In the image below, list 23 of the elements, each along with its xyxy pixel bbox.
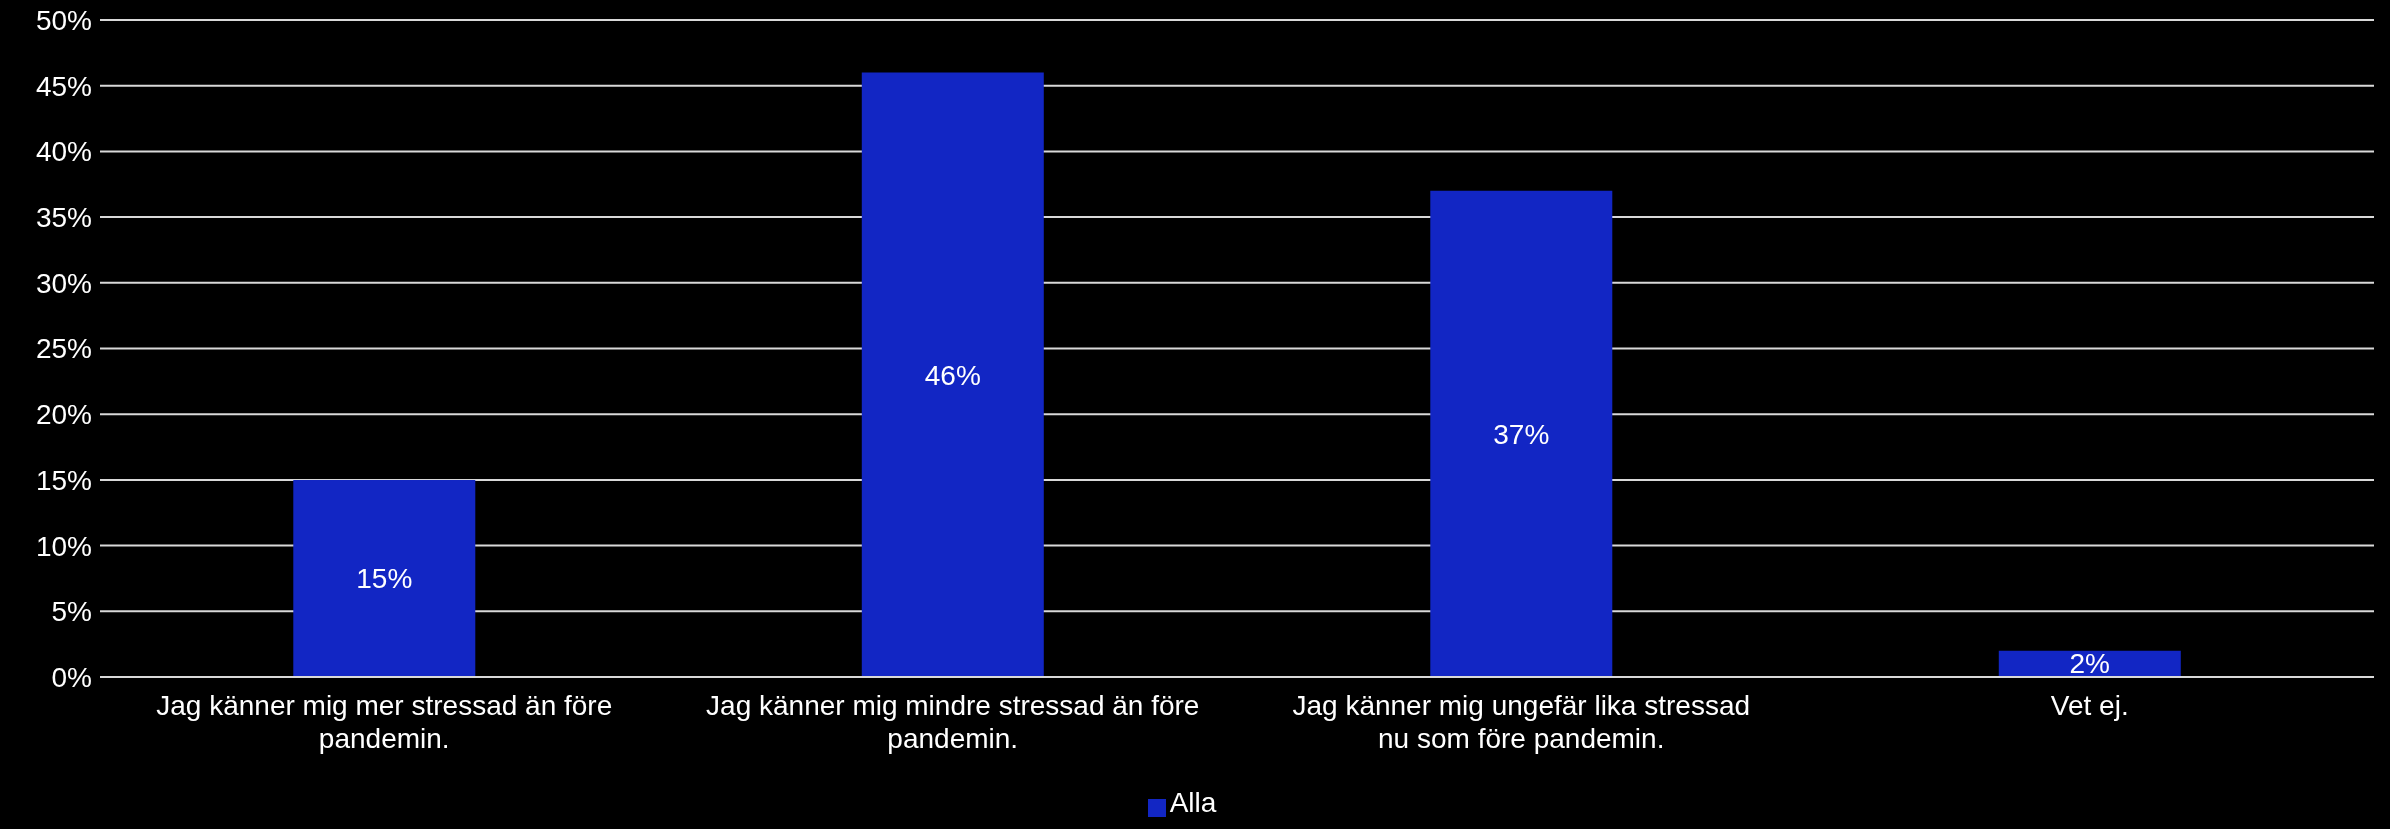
- bar: [861, 72, 1044, 677]
- bar: [293, 479, 476, 677]
- y-tick-label: 5%: [51, 596, 92, 628]
- bar: [1430, 190, 1613, 677]
- x-tick-label: Jag känner mig mer stressad än före pandemin.: [156, 690, 613, 754]
- y-tick-label: 15%: [35, 464, 92, 496]
- y-tick-label: 0%: [51, 661, 92, 693]
- y-tick-label: 45%: [35, 70, 92, 102]
- data-label: 15%: [356, 563, 413, 595]
- x-tick-label: Jag känner mig ungefär lika stressad nu som före pandemin.: [1292, 690, 1751, 754]
- x-tick-label: Vet ej.: [2050, 690, 2129, 721]
- legend-label: Alla: [1169, 787, 1217, 818]
- y-tick-label: 50%: [35, 4, 92, 36]
- data-label: 46%: [924, 359, 981, 391]
- y-tick-label: 20%: [35, 399, 92, 431]
- y-tick-label: 10%: [35, 530, 92, 562]
- y-tick-label: 30%: [35, 267, 92, 299]
- data-label: 2%: [2069, 648, 2111, 679]
- y-tick-label: 25%: [35, 333, 92, 365]
- data-label: 37%: [1493, 418, 1550, 450]
- y-tick-label: 35%: [35, 202, 92, 234]
- y-tick-label: 40%: [35, 136, 92, 168]
- x-tick-label: Jag känner mig mindre stressad än före pandemin.: [706, 690, 1200, 754]
